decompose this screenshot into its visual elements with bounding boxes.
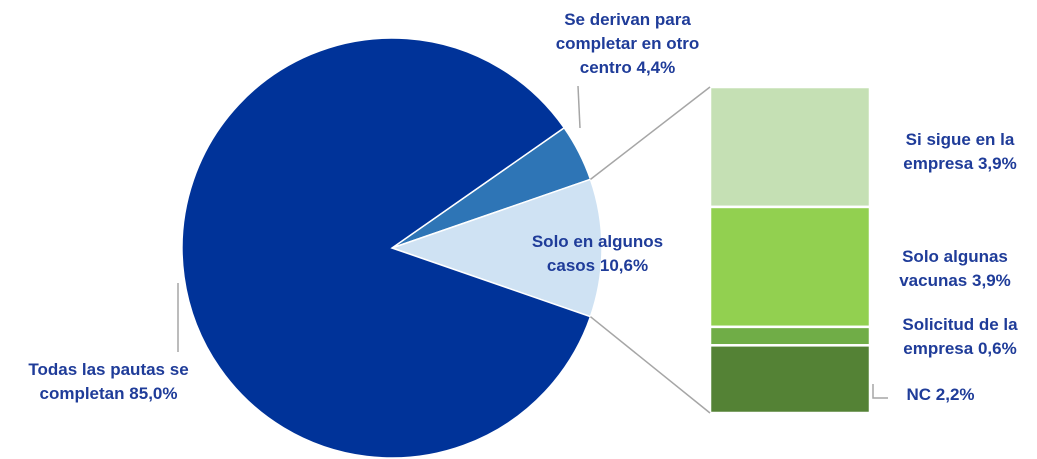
value-label: 0,6% [977,339,1017,358]
data-label: NC 2,2% [893,383,988,407]
connector-line [589,316,711,414]
connector-line [590,86,711,180]
category-label: Se derivan para completar en otro centro [555,10,700,77]
category-label: Si sigue en la empresa [903,130,1015,173]
category-label: Solo en algunos casos [531,232,664,275]
bar-segment [708,344,872,415]
data-label: Todas las pautas se completan 85,0% [6,358,211,406]
bar-segment [708,205,872,329]
value-label: 10,6% [599,256,649,275]
bar-segment [708,85,872,209]
value-label: 3,9% [977,154,1017,173]
category-label: Todas las pautas se completan [28,360,189,403]
pie-slice [389,178,603,318]
value-label: 4,4% [636,58,676,77]
data-label: Solo en algunos casos 10,6% [515,230,680,278]
leader-line [577,85,581,129]
category-label: Solicitud de la empresa [902,315,1018,358]
leader-line [872,384,888,399]
data-label: Solicitud de la empresa 0,6% [880,313,1037,361]
data-label: Si sigue en la empresa 3,9% [880,128,1037,176]
bar-segment [708,325,872,347]
value-label: 3,9% [972,271,1011,290]
value-label: 2,2% [935,385,975,404]
value-label: 85,0% [129,384,178,403]
data-label: Solo algunas vacunas 3,9% [880,245,1030,293]
category-label: Solo algunas vacunas [899,247,1008,290]
data-label: Se derivan para completar en otro centro… [545,8,710,80]
pie-slice [181,37,592,459]
category-label: NC [906,385,932,404]
